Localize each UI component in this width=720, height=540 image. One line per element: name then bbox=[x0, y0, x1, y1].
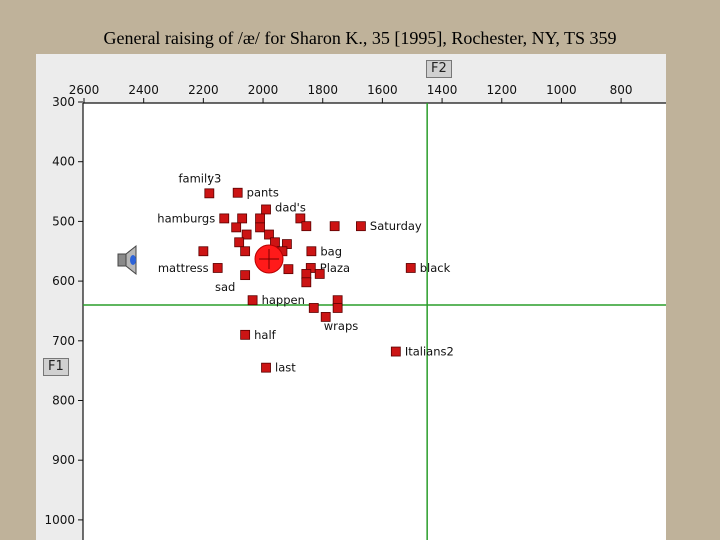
y-tick-label: 1000 bbox=[44, 513, 75, 527]
x-tick-label: 1600 bbox=[367, 83, 398, 97]
data-point bbox=[295, 213, 306, 224]
x-tick-label: 2600 bbox=[69, 83, 100, 97]
x-tick-label: 1000 bbox=[546, 83, 577, 97]
y-tick-label: 400 bbox=[52, 155, 75, 169]
data-point bbox=[261, 362, 271, 373]
x-tick-label: 1400 bbox=[427, 83, 458, 97]
data-point bbox=[314, 269, 325, 279]
y-tick-label: 500 bbox=[52, 214, 75, 228]
x-tick-label: 2400 bbox=[128, 83, 159, 97]
data-point bbox=[306, 246, 317, 257]
y-tick-label: 800 bbox=[52, 394, 75, 408]
data-point bbox=[308, 303, 319, 313]
family3-dot bbox=[208, 175, 211, 178]
data-point bbox=[204, 188, 215, 199]
data-label: Italians2 bbox=[405, 345, 454, 359]
data-point bbox=[301, 221, 312, 232]
y-tick-label: 900 bbox=[52, 453, 75, 467]
data-point bbox=[247, 295, 258, 306]
data-point bbox=[198, 246, 209, 257]
data-label: bag bbox=[320, 244, 342, 258]
data-point bbox=[212, 263, 223, 273]
data-point bbox=[356, 221, 366, 232]
data-point bbox=[390, 346, 401, 357]
data-point bbox=[332, 303, 343, 313]
data-point bbox=[231, 222, 242, 233]
data-label: black bbox=[420, 261, 451, 275]
plot-area bbox=[83, 103, 666, 540]
data-point bbox=[241, 229, 252, 240]
data-point bbox=[237, 213, 248, 224]
y-tick-label: 600 bbox=[52, 274, 75, 288]
data-label: mattress bbox=[158, 261, 209, 275]
data-point bbox=[240, 329, 251, 340]
data-point bbox=[255, 213, 265, 224]
data-point bbox=[320, 312, 331, 322]
data-label: pants bbox=[247, 186, 279, 200]
f2-axis-button[interactable]: F2 bbox=[426, 60, 452, 78]
data-label: last bbox=[275, 361, 296, 375]
data-label: wraps bbox=[324, 319, 358, 333]
data-label: sad bbox=[215, 280, 235, 294]
data-label: dad's bbox=[275, 200, 306, 214]
x-tick-label: 2200 bbox=[188, 83, 219, 97]
data-point bbox=[405, 263, 416, 273]
data-point bbox=[264, 229, 274, 240]
data-label: Saturday bbox=[370, 219, 422, 233]
data-point bbox=[255, 222, 265, 233]
f1-axis-button[interactable]: F1 bbox=[43, 358, 69, 376]
scatter-chart: 2600 2400 2200 2000 1800 1600 1400 1200 1000 800 3… bbox=[44, 83, 666, 540]
x-tick-label: 2000 bbox=[248, 83, 279, 97]
speaker-icon bbox=[117, 253, 127, 267]
data-point bbox=[301, 269, 312, 279]
y-tick-label: 300 bbox=[52, 95, 75, 109]
data-label: Plaza bbox=[320, 261, 350, 275]
data-point bbox=[329, 221, 340, 232]
data-point bbox=[283, 264, 294, 275]
x-tick-label: 1800 bbox=[307, 83, 338, 97]
data-point bbox=[232, 187, 243, 198]
data-point bbox=[219, 213, 230, 224]
data-point bbox=[240, 246, 251, 257]
data-point bbox=[234, 237, 245, 248]
data-label: half bbox=[254, 328, 277, 342]
plot-panel: 2600 2400 2200 2000 1800 1600 1400 1200 1000 800 3… bbox=[36, 54, 666, 540]
data-point bbox=[240, 270, 251, 281]
data-label: family3 bbox=[179, 171, 222, 185]
chart-title: General raising of /æ/ for Sharon K., 35… bbox=[103, 28, 617, 48]
speaker-center-icon bbox=[130, 255, 136, 265]
x-tick-label: 1200 bbox=[486, 83, 517, 97]
y-tick-label: 700 bbox=[52, 334, 75, 348]
data-label: hamburgs bbox=[157, 211, 215, 225]
data-point bbox=[261, 204, 271, 215]
data-point bbox=[301, 277, 312, 288]
data-label: happen bbox=[262, 293, 305, 307]
x-tick-label: 800 bbox=[610, 83, 633, 97]
